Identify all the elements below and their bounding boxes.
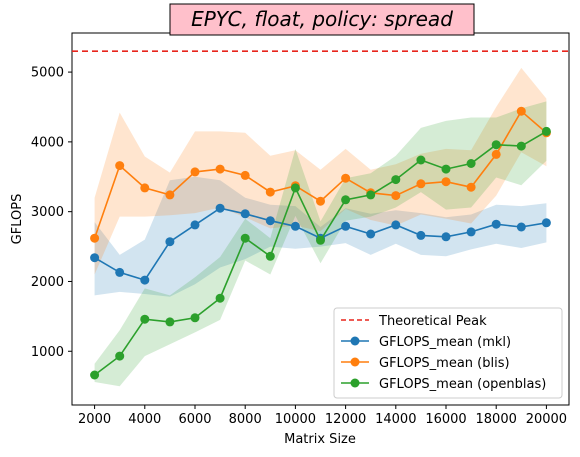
data-point [341,173,351,183]
legend-marker-mkl [350,336,360,346]
data-point [190,167,200,177]
data-point [115,267,125,277]
data-point [416,230,426,240]
data-point [366,229,376,239]
data-point [190,313,200,323]
data-point [90,233,100,243]
x-tick-label: 4000 [128,412,161,427]
y-tick-label: 1000 [31,345,64,360]
data-point [366,190,376,200]
legend-marker-blis [350,357,360,367]
data-point [265,216,275,226]
data-point [140,275,150,285]
data-point [516,141,526,151]
data-point [466,227,476,237]
data-point [240,233,250,243]
data-point [541,126,551,136]
legend: Theoretical Peak GFLOPS_mean (mkl) GFLOP… [333,307,563,399]
data-point [165,317,175,327]
y-tick-label: 5000 [31,66,64,81]
data-point [416,155,426,165]
data-point [391,220,401,230]
data-point [115,161,125,171]
x-axis-label: Matrix Size [284,432,356,447]
band-1 [94,67,547,275]
legend-label-peak: Theoretical Peak [378,314,487,329]
data-point [240,209,250,219]
x-tick-label: 6000 [178,412,211,427]
data-point [491,219,501,229]
data-point [491,140,501,150]
y-axis-label: GFLOPS [10,194,25,245]
data-point [516,222,526,232]
data-point [265,187,275,197]
data-point [466,159,476,168]
x-tick-label: 2000 [78,412,111,427]
y-tick-label: 2000 [31,275,64,290]
data-point [341,221,351,231]
legend-label-blis: GFLOPS_mean (blis) [379,356,510,371]
data-point [391,191,401,201]
legend-marker-openblas [350,378,360,388]
y-tick-label: 4000 [31,135,64,150]
data-point [441,177,451,187]
x-tick-label: 16000 [425,412,466,427]
data-point [541,218,551,228]
data-point [215,293,225,303]
legend-box [333,307,563,399]
data-point [491,149,501,159]
data-point [265,251,275,261]
data-point [165,190,175,200]
data-point [165,237,175,247]
data-point [516,106,526,116]
data-point [466,182,476,192]
data-point [215,164,225,174]
series-group [90,106,551,380]
data-point [441,164,451,174]
data-point [190,220,200,230]
data-point [290,183,300,193]
chart-title: EPYC, float, policy: spread [191,7,453,31]
legend-label-openblas: GFLOPS_mean (openblas) [379,377,546,392]
y-tick-label: 3000 [31,205,64,220]
data-point [416,179,426,189]
data-point [391,175,401,185]
data-point [90,370,100,380]
x-tick-label: 12000 [325,412,366,427]
data-point [140,183,150,193]
data-point [290,221,300,231]
x-tick-label: 14000 [375,412,416,427]
data-point [316,235,325,245]
data-point [90,253,100,263]
data-point [341,195,351,205]
data-point [215,203,225,213]
data-point [140,314,150,324]
data-point [316,196,325,206]
x-tick-label: 18000 [476,412,517,427]
chart-title-box [169,3,475,36]
x-tick-label: 8000 [229,412,262,427]
data-point [441,232,451,242]
legend-label-mkl: GFLOPS_mean (mkl) [379,335,511,350]
x-tick-label: 10000 [275,412,316,427]
data-point [240,170,250,180]
data-point [115,351,125,361]
x-axis: 2000 4000 6000 8000 10000 12000 14000 16000 1800… [78,405,567,427]
x-tick-label: 20000 [526,412,567,427]
y-axis: 1000 2000 3000 4000 5000 [31,66,72,360]
